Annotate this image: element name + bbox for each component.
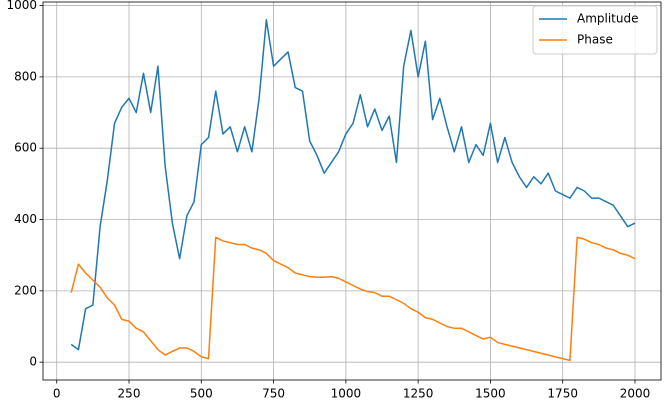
x-tick-label: 1000: [331, 387, 362, 401]
data-line: [70, 19, 636, 351]
x-tick-label: 1250: [403, 387, 434, 401]
legend-box: [532, 5, 658, 55]
plot-frame: [42, 1, 662, 381]
y-tick-label: 0: [29, 355, 37, 369]
data-line: [70, 236, 636, 362]
legend-label: Amplitude: [577, 12, 639, 26]
y-tick-label: 400: [14, 212, 37, 226]
legend-label: Phase: [577, 33, 613, 47]
x-tick-label: 2000: [620, 387, 651, 401]
x-tick-label: 250: [118, 387, 141, 401]
y-tick-label: 200: [14, 283, 37, 297]
x-tick-label: 500: [190, 387, 213, 401]
y-tick-label: 600: [14, 141, 37, 155]
y-tick-label: 800: [14, 69, 37, 83]
x-tick-label: 750: [262, 387, 285, 401]
x-tick-label: 1500: [475, 387, 506, 401]
x-tick-label: 0: [53, 387, 61, 401]
legend: Amplitude Phase: [532, 5, 658, 55]
y-tick-label: 1000: [6, 0, 37, 12]
x-tick-label: 1750: [547, 387, 578, 401]
